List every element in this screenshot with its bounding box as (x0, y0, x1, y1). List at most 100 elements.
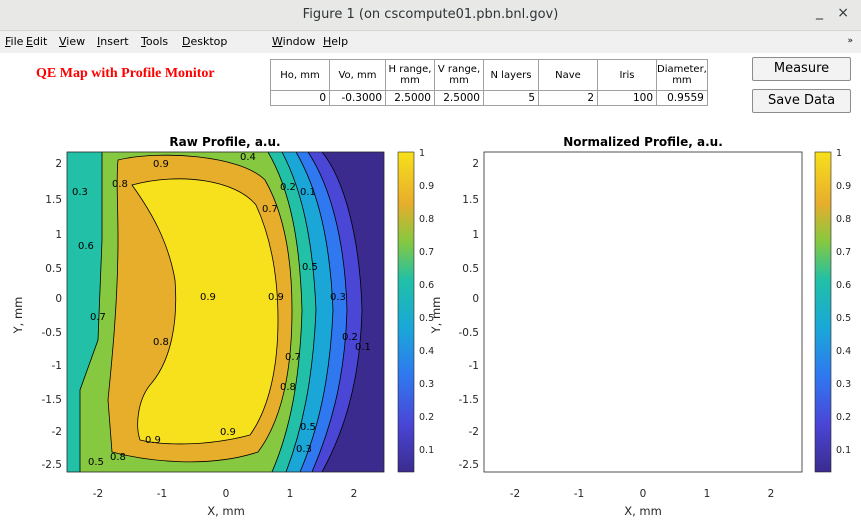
contour-label: 0.9 (200, 292, 216, 303)
y-tick-label: -0.5 (459, 327, 480, 339)
contour-label: 0.3 (330, 292, 346, 303)
param-header-nave: Nave (538, 59, 598, 91)
contour-label: 0.7 (702, 352, 718, 363)
colorbar-tick: 0.2 (419, 412, 434, 423)
x-tick-label: 2 (351, 488, 358, 500)
contour-label: 0.9 (570, 159, 586, 170)
colorbar-tick: 0.8 (419, 214, 434, 225)
param-value-nave[interactable]: 2 (538, 90, 598, 106)
param-header-diameter: Diameter, mm (656, 59, 708, 91)
contour-label: 0.1 (355, 342, 371, 353)
colorbar (814, 151, 832, 473)
x-tick-label: 0 (640, 488, 647, 500)
colorbar (397, 151, 415, 473)
y-tick-label: 0 (55, 293, 62, 305)
menu-desktop[interactable]: Desktop (182, 35, 228, 48)
colorbar-tick: 0.7 (419, 247, 434, 258)
contour-label: 0.5 (300, 422, 316, 433)
y-tick-label: -2.5 (459, 459, 480, 471)
colorbar-tick: 0.1 (419, 445, 434, 456)
colorbar-tick: 0.3 (419, 379, 434, 390)
param-header-hrange: H range, mm (385, 59, 435, 91)
menu-overflow-icon[interactable]: » (847, 36, 853, 46)
contour-label: 0.2 (280, 182, 296, 193)
menu-file[interactable]: File (5, 35, 24, 48)
page-heading: QE Map with Profile Monitor (36, 66, 215, 81)
measure-button[interactable]: Measure (752, 57, 851, 81)
contour-label: 0.9 (617, 292, 633, 303)
y-tick-label: 2 (55, 158, 62, 170)
x-tick-label: -2 (93, 488, 103, 500)
param-value-hrange[interactable]: 2.5000 (385, 90, 435, 106)
param-value-nlayers[interactable]: 5 (483, 90, 539, 106)
y-tick-label: 2 (472, 158, 479, 170)
param-header-nlayers: N layers (483, 59, 539, 91)
menu-view[interactable]: View (59, 35, 86, 48)
param-value-ho[interactable]: 0 (270, 90, 330, 106)
close-button[interactable]: × (837, 5, 849, 21)
minimize-button[interactable]: _ (816, 4, 823, 20)
contour-label: 0.7 (90, 312, 106, 323)
y-tick-label: -2.5 (42, 459, 63, 471)
contour-label: 0.7 (679, 204, 695, 215)
colorbar-tick: 0.2 (836, 412, 851, 423)
param-header-iris: Iris (597, 59, 657, 91)
param-value-vo[interactable]: -0.3000 (329, 90, 386, 106)
contour-label: 0.3 (72, 187, 88, 198)
y-tick-label: -2 (52, 426, 62, 438)
x-tick-label: 0 (223, 488, 230, 500)
title-bar: Figure 1 (on cscompute01.pbn.bnl.gov) _ … (0, 0, 861, 31)
colorbar-tick: 0.8 (836, 214, 851, 225)
y-tick-label: -1 (52, 360, 62, 372)
contour-label: 0.2 (759, 332, 775, 343)
contour-label: 0.9 (153, 159, 169, 170)
contour-label: 0.5 (505, 457, 521, 468)
contour-label: 0.8 (570, 337, 586, 348)
colorbar-tick: 1 (836, 148, 842, 159)
menu-help[interactable]: Help (323, 35, 349, 48)
x-tick-label: 2 (768, 488, 775, 500)
contour-label: 0.8 (110, 452, 126, 463)
contour-label: 0.6 (495, 241, 511, 252)
param-value-vrange[interactable]: 2.5000 (434, 90, 484, 106)
save-data-button[interactable]: Save Data (752, 89, 851, 113)
colorbar-tick: 0.1 (836, 445, 851, 456)
contour-label: 0.7 (285, 352, 301, 363)
contour-label: 0.1 (717, 187, 733, 198)
x-tick-label: 1 (704, 488, 711, 500)
menu-tools[interactable]: Tools (141, 35, 169, 48)
contour-label: 0.2 (697, 182, 713, 193)
raw-profile-plot: Raw Profile, a.u. 0.9 0.8 0.6 0.7 (11, 135, 434, 518)
menu-edit[interactable]: Edit (26, 35, 48, 48)
y-tick-label: -1 (469, 360, 479, 372)
y-tick-label: -1.5 (459, 394, 480, 406)
y-tick-label: 1.5 (45, 194, 62, 206)
contour-label: 0.4 (657, 152, 673, 163)
y-tick-label: 1 (55, 229, 62, 241)
param-value-diameter[interactable]: 0.9559 (656, 90, 708, 106)
contour-label: 0.8 (527, 452, 543, 463)
menu-window[interactable]: Window (272, 35, 316, 48)
param-header-vo: Vo, mm (329, 59, 386, 91)
contour-label: 0.7 (262, 204, 278, 215)
y-tick-label: 1.5 (462, 194, 479, 206)
colorbar-tick: 0.3 (836, 379, 851, 390)
y-tick-label: -1.5 (42, 394, 63, 406)
contour-label: 0.1 (772, 342, 788, 353)
colorbar-tick: 0.7 (836, 247, 851, 258)
y-axis-label: Y, mm (429, 297, 443, 335)
param-value-iris[interactable]: 100 (597, 90, 657, 106)
colorbar-tick: 0.9 (836, 181, 851, 192)
y-tick-label: 0.5 (462, 263, 479, 275)
colorbar-tick: 1 (419, 148, 425, 159)
x-tick-label: -2 (510, 488, 520, 500)
colorbar-tick: 0.5 (419, 313, 434, 324)
contour-label: 0.3 (296, 444, 312, 455)
menu-insert[interactable]: Insert (97, 35, 129, 48)
contour-label: 0.5 (719, 262, 735, 273)
contour-label: 0.9 (562, 435, 578, 446)
params-table: Ho, mm Vo, mm H range, mm V range, mm N … (270, 59, 708, 106)
colorbar-tick: 0.6 (836, 280, 851, 291)
contour-label: 0.2 (342, 332, 358, 343)
